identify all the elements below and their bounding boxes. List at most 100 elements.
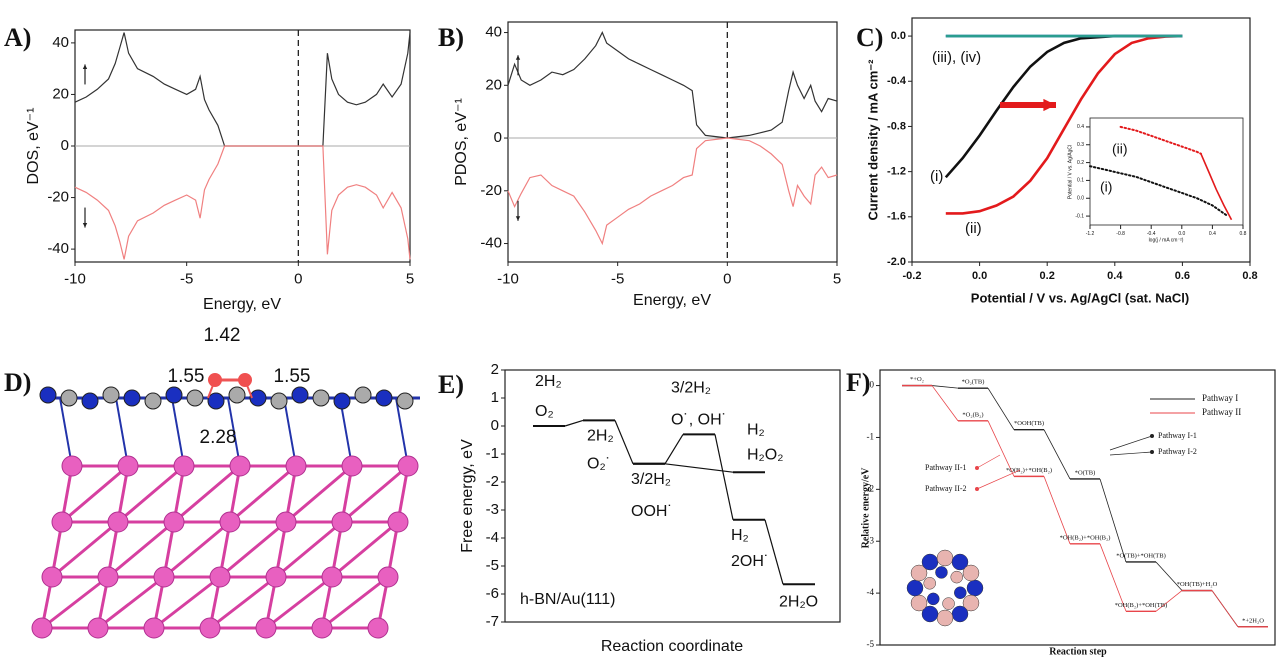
y-tick-label: 0.0 [1077, 196, 1084, 202]
y-tick-label: -2.0 [887, 256, 906, 268]
n-atom [208, 393, 224, 409]
b-atom [397, 393, 413, 409]
x-tick-label: 0 [294, 270, 302, 287]
au-atom [174, 456, 194, 476]
n-atom [954, 587, 966, 599]
y-tick-label: -5 [486, 557, 499, 574]
panel-label: F) [846, 368, 871, 397]
arrow-head [516, 216, 520, 221]
au-atom [62, 456, 82, 476]
au-atom [286, 456, 306, 476]
level-label: O₂˙ [587, 456, 611, 473]
pointer [1110, 436, 1152, 450]
y-axis-label: Relative energy/eV [860, 467, 871, 549]
x-tick-label: 0.8 [1240, 231, 1247, 237]
level-label: *O₂(B₂) [962, 411, 983, 418]
curve [1121, 127, 1201, 154]
level-label: *OOH(TB) [1014, 420, 1044, 427]
curve [75, 146, 410, 259]
connector [1212, 591, 1238, 627]
x-tick-label: -5 [611, 270, 624, 287]
x-tick-label: 0.6 [1175, 270, 1190, 282]
level-label: 3/2H₂ [671, 380, 711, 397]
au-atom [164, 512, 184, 532]
y-tick-label: 0 [494, 129, 502, 146]
x-axis-label: Potential / V vs. Ag/AgCl (sat. NaCl) [971, 290, 1189, 305]
b-atom [911, 595, 927, 611]
level-label: *O(TB)+*OH(TB) [1116, 552, 1166, 559]
connector [665, 434, 683, 463]
b-atom [313, 390, 329, 406]
y-tick-label: 0.1 [1077, 178, 1084, 184]
level-label: *O(TB) [1075, 469, 1096, 476]
series-label: (iii), (iv) [932, 49, 981, 66]
level-label: 2H₂O [779, 593, 818, 610]
n-atom [250, 390, 266, 406]
arrow-head [83, 223, 87, 228]
x-tick-label: 0 [723, 270, 731, 287]
arrow-head [516, 55, 520, 60]
y-tick-label: -20 [47, 189, 69, 206]
level-label: 2OH˙ [731, 553, 769, 570]
au-atom [378, 567, 398, 587]
pointer [1110, 452, 1152, 455]
y-tick-label: 0 [491, 417, 499, 434]
bond-length: 1.55 [274, 366, 311, 387]
structure [32, 373, 420, 638]
annotation: Pathway II-2 [925, 484, 967, 493]
y-tick-label: 40 [52, 34, 69, 51]
level-label: H₂ [731, 527, 749, 544]
legend-label: Pathway I [1202, 393, 1238, 403]
n-atom [82, 393, 98, 409]
au-atom [342, 456, 362, 476]
n-atom [935, 566, 947, 578]
level-label: 2H₂ [587, 428, 614, 445]
o-atom [208, 373, 222, 387]
n-atom [292, 387, 308, 403]
connector [665, 464, 733, 472]
y-tick-label: 2 [491, 361, 499, 378]
au-atom [230, 456, 250, 476]
y-tick-label: -4 [867, 587, 875, 597]
au-atom [368, 618, 388, 638]
y-tick-label: -7 [486, 613, 499, 630]
x-tick-label: 5 [833, 270, 841, 287]
x-tick-label: 0.0 [1178, 231, 1185, 237]
panel-label: C) [856, 23, 883, 52]
level-label: *+O₂ [910, 376, 924, 383]
y-axis-label: PDOS, eV⁻¹ [453, 98, 470, 186]
arrow-head [1043, 99, 1056, 111]
connector [1100, 479, 1126, 562]
b-atom [355, 387, 371, 403]
x-tick-label: 0.4 [1107, 270, 1123, 282]
level-label: H₂ [747, 421, 765, 438]
b-atom [271, 393, 287, 409]
x-tick-label: 0.8 [1242, 270, 1257, 282]
annotation: h-BN/Au(111) [520, 591, 615, 608]
b-atom [103, 387, 119, 403]
series-label: (ii) [965, 220, 982, 237]
panel-label: B) [438, 23, 464, 52]
page: {"chart_data": [ {"type": "line", "panel… [0, 0, 1282, 657]
x-tick-label: -0.8 [1116, 231, 1125, 237]
au-atom [276, 512, 296, 532]
au-atom [332, 512, 352, 532]
n-atom [40, 387, 56, 403]
x-tick-label: -5 [180, 270, 193, 287]
y-tick-label: -1.6 [887, 211, 906, 223]
b-atom [187, 390, 203, 406]
b-atom [937, 550, 953, 566]
au-atom [154, 567, 174, 587]
b-atom [229, 387, 245, 403]
n-atom [952, 606, 968, 622]
y-tick-label: 0.0 [891, 30, 906, 42]
au-atom [256, 618, 276, 638]
x-tick-label: -0.2 [903, 270, 922, 282]
au-atom [388, 512, 408, 532]
x-tick-label: -0.4 [1147, 231, 1156, 237]
x-tick-label: 0.4 [1209, 231, 1216, 237]
connector [932, 386, 958, 389]
panel-label: E) [438, 370, 464, 399]
level-label: 3/2H₂ [631, 471, 671, 488]
y-tick-label: -5 [867, 639, 875, 649]
